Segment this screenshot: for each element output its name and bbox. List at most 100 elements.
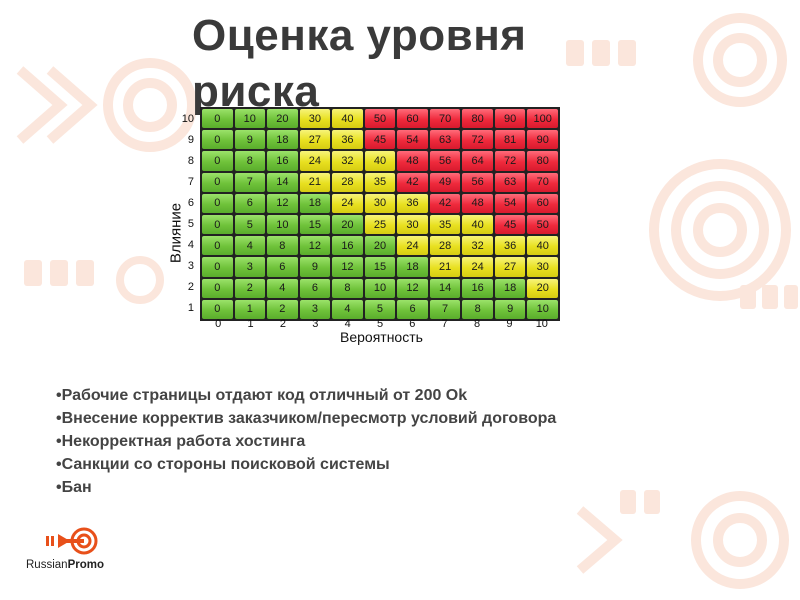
y-axis-label: Влияние [167,202,185,264]
risk-cell: 12 [332,257,363,277]
risk-cell: 21 [299,172,331,192]
risk-cell: 24 [332,193,363,213]
risk-cell: 28 [429,236,461,256]
list-item: Внесение корректив заказчиком/пересмотр … [56,407,756,430]
risk-cell: 64 [462,151,493,171]
logo-wordmark-part1: Russian [26,559,68,571]
risk-cell: 4 [234,236,266,256]
y-tick-label: 7 [187,175,194,188]
risk-cell: 0 [202,151,233,171]
risk-cell: 5 [364,299,396,319]
risk-cell: 40 [462,215,493,235]
risk-cell: 56 [429,151,461,171]
risk-cell: 20 [527,278,558,298]
list-item: Санкции со стороны поисковой системы [56,453,756,476]
risk-cell: 72 [462,130,493,150]
risk-cell: 20 [364,236,396,256]
x-tick-label: 1 [247,318,254,330]
logo-wordmark: RussianPromo [26,559,104,571]
risk-cell: 10 [364,278,396,298]
risk-cell: 20 [267,109,298,129]
risk-cell: 45 [494,215,526,235]
risk-cell: 56 [462,172,493,192]
x-tick-label: 10 [535,318,548,330]
risk-cell: 80 [527,151,558,171]
y-tick-label: 5 [187,217,194,230]
x-tick-label: 9 [506,318,513,330]
risk-cell: 6 [234,193,266,213]
risk-cell: 8 [332,278,363,298]
risk-cell: 0 [202,193,233,213]
x-tick-label: 7 [441,318,448,330]
risk-cell: 9 [299,257,331,277]
risk-cell: 10 [527,299,558,319]
risk-cell: 24 [462,257,493,277]
risk-cell: 18 [397,257,428,277]
risk-cell: 45 [364,130,396,150]
risk-cell: 12 [267,193,298,213]
risk-cell: 49 [429,172,461,192]
risk-cell: 40 [364,151,396,171]
background-watermark-right [620,150,800,340]
x-tick-label: 0 [215,318,222,330]
risk-cell: 36 [332,130,363,150]
risk-cell: 14 [429,278,461,298]
risk-cell: 40 [527,236,558,256]
x-tick-label: 6 [409,318,416,330]
x-tick-label: 3 [312,318,319,330]
risk-cell: 25 [364,215,396,235]
risk-cell: 30 [527,257,558,277]
risk-cell: 50 [527,215,558,235]
logo-wordmark-part2: Promo [67,559,104,571]
risk-cell: 3 [299,299,331,319]
risk-cell: 32 [332,151,363,171]
risk-cell: 0 [202,278,233,298]
y-tick-label: 3 [187,259,194,272]
list-item: Бан [56,476,756,499]
risk-cell: 9 [234,130,266,150]
risk-grid: 0 10 20 30 40 50 60 70 80 90 100 0 9 18 27 36 45 54 63 72 81… [200,107,560,321]
risk-cell: 90 [527,130,558,150]
risk-cell: 70 [429,109,461,129]
risk-cell: 18 [299,193,331,213]
risk-cell: 6 [397,299,428,319]
risk-cell: 16 [462,278,493,298]
y-tick-label: 10 [181,112,194,125]
risk-cell: 63 [494,172,526,192]
target-arrow-icon [44,524,104,563]
risk-cell: 27 [299,130,331,150]
risk-cell: 21 [429,257,461,277]
risk-cell: 48 [397,151,428,171]
x-tick-label: 8 [474,318,481,330]
risk-cell: 80 [462,109,493,129]
risk-cell: 36 [494,236,526,256]
risk-cell: 30 [364,193,396,213]
risk-cell: 15 [364,257,396,277]
risk-cell: 70 [527,172,558,192]
risk-cell: 7 [429,299,461,319]
risk-cell: 1 [234,299,266,319]
list-item: Некорректная работа хостинга [56,430,756,453]
risk-cell: 0 [202,130,233,150]
risk-cell: 32 [462,236,493,256]
risk-cell: 36 [397,193,428,213]
risk-cell: 10 [234,109,266,129]
risk-cell: 35 [429,215,461,235]
risk-cell: 20 [332,215,363,235]
risk-cell: 30 [299,109,331,129]
risk-cell: 14 [267,172,298,192]
risk-cell: 12 [397,278,428,298]
risk-cell: 72 [494,151,526,171]
risk-cell: 35 [364,172,396,192]
background-watermark-left [20,250,170,320]
risk-cell: 18 [267,130,298,150]
y-tick-label: 4 [187,238,194,251]
risk-cell: 60 [397,109,428,129]
x-tick-label: 4 [344,318,351,330]
risk-cell: 27 [494,257,526,277]
y-tick-label: 8 [187,154,194,167]
risk-cell: 16 [267,151,298,171]
russianpromo-logo: RussianPromo [26,524,136,576]
y-tick-label: 6 [187,196,194,209]
risk-cell: 42 [397,172,428,192]
